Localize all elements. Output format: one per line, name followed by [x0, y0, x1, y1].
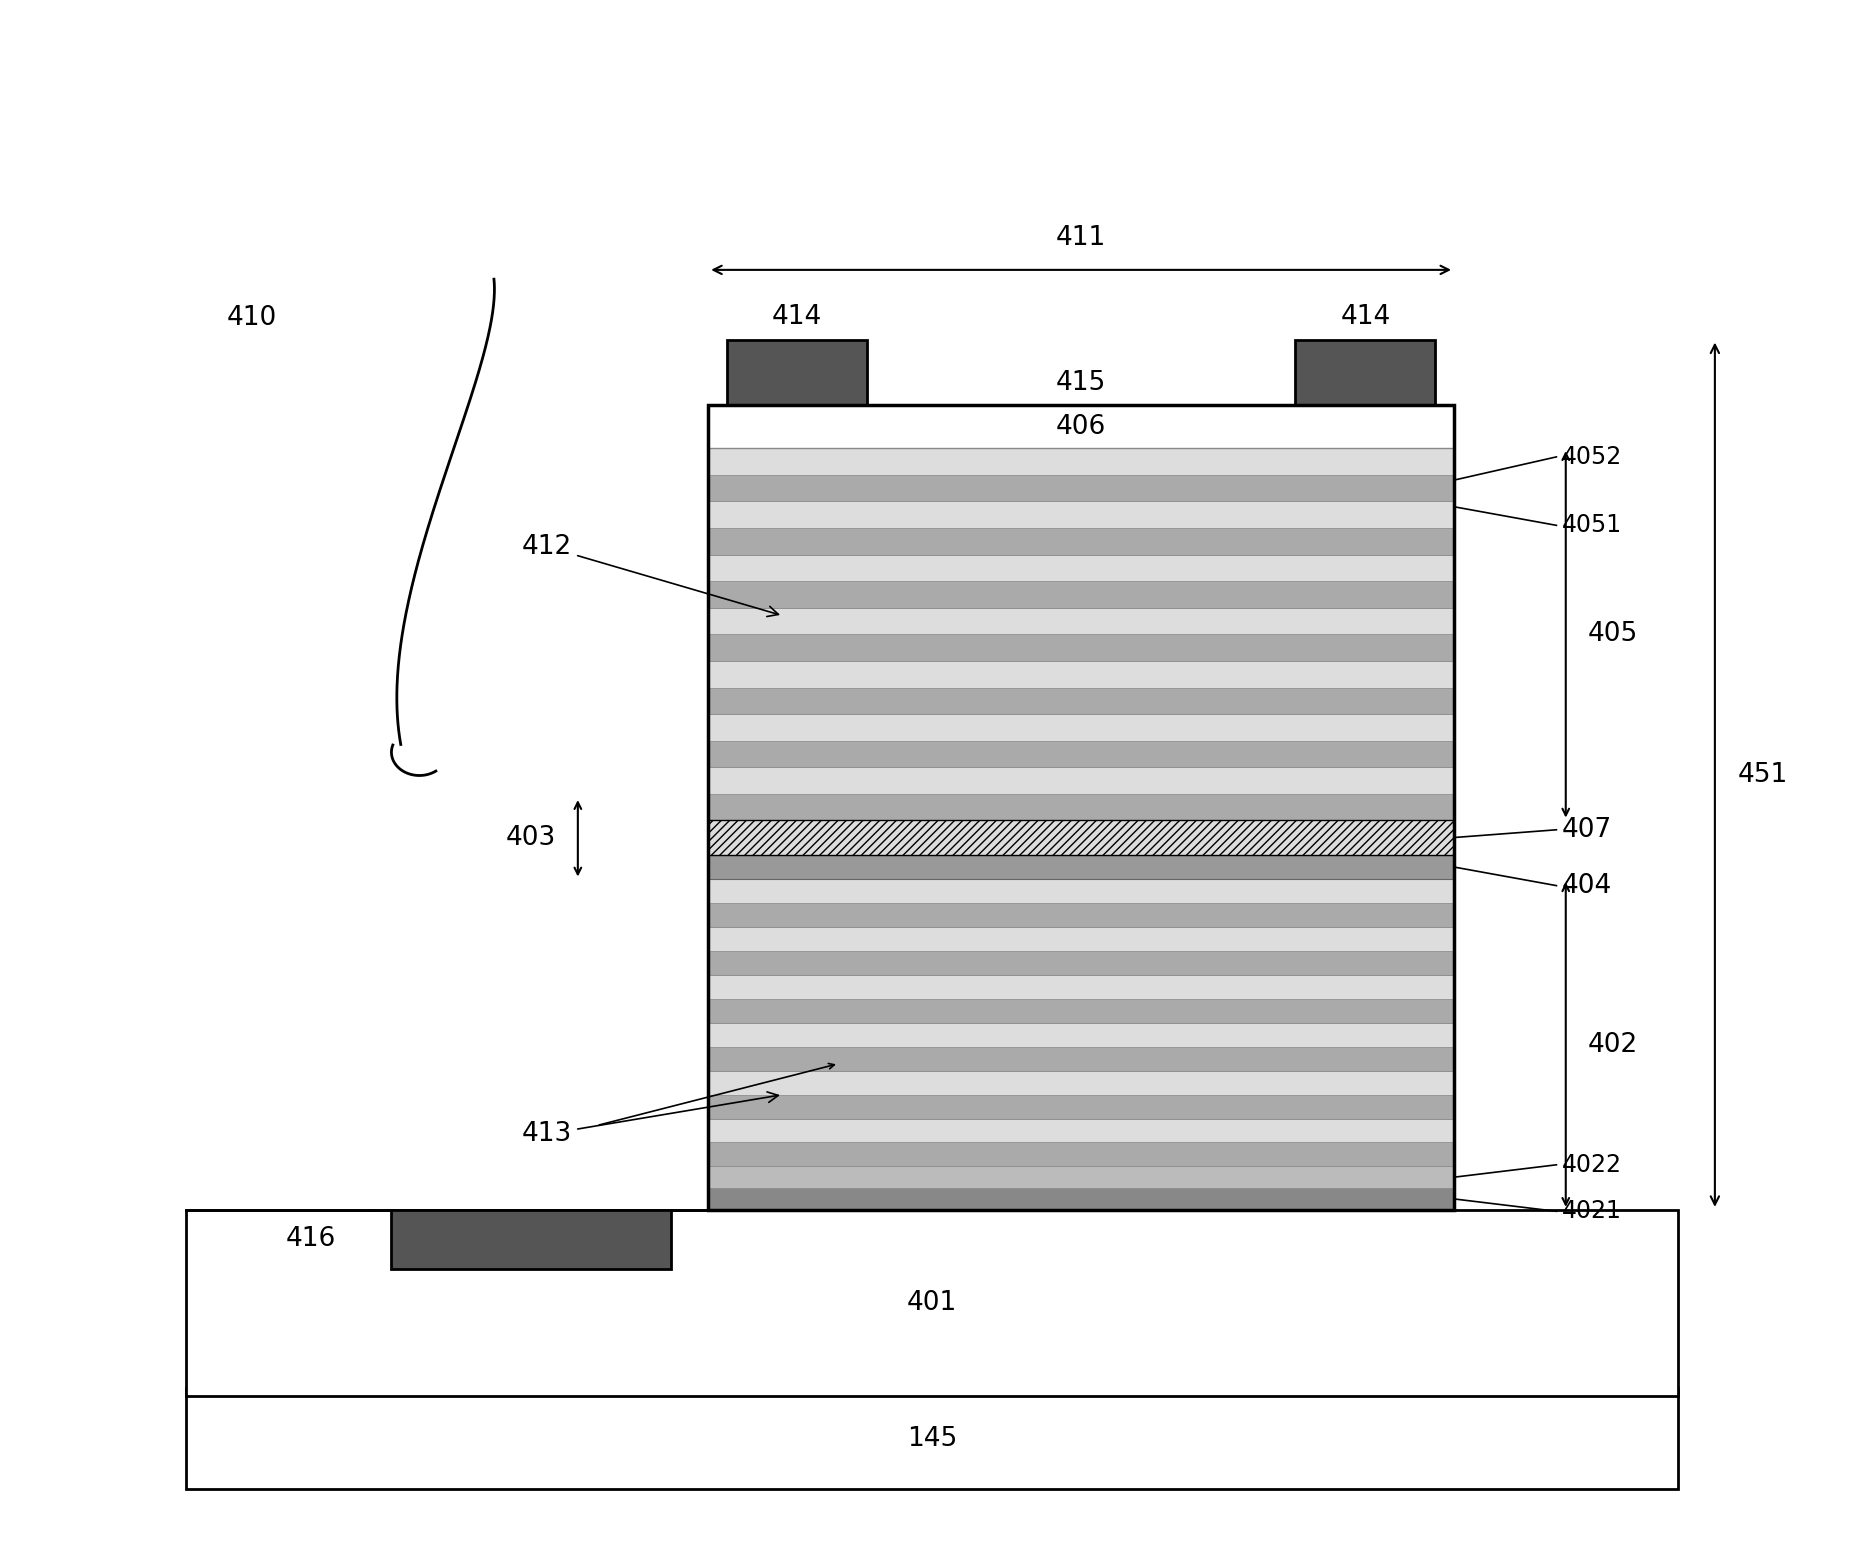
Bar: [708, 820, 1454, 855]
Bar: [708, 475, 1454, 501]
Bar: [708, 527, 1454, 555]
Bar: [708, 999, 1454, 1024]
Text: 410: 410: [227, 306, 276, 330]
Bar: [708, 634, 1454, 661]
Bar: [708, 501, 1454, 527]
Bar: [708, 1095, 1454, 1118]
Text: 411: 411: [1057, 225, 1105, 251]
Bar: [708, 1166, 1454, 1188]
Bar: [708, 1024, 1454, 1047]
Bar: [708, 405, 1454, 448]
Text: 413: 413: [522, 1092, 779, 1148]
Text: 412: 412: [522, 534, 779, 617]
Text: 403: 403: [505, 825, 555, 850]
Text: 4052: 4052: [1562, 445, 1622, 468]
Bar: [708, 794, 1454, 820]
Bar: [708, 661, 1454, 687]
Text: 405: 405: [1588, 622, 1638, 647]
Bar: [708, 927, 1454, 951]
Text: 404: 404: [1562, 873, 1612, 898]
Bar: [708, 768, 1454, 794]
Text: 414: 414: [772, 304, 822, 330]
Bar: [708, 879, 1454, 903]
Bar: [727, 340, 867, 405]
Bar: [708, 713, 1454, 741]
Text: 416: 416: [285, 1227, 336, 1252]
Text: 414: 414: [1340, 304, 1391, 330]
Bar: [708, 405, 1454, 1210]
Bar: [708, 1047, 1454, 1070]
Text: 4051: 4051: [1562, 513, 1622, 537]
Text: 406: 406: [1057, 414, 1105, 439]
Bar: [708, 687, 1454, 713]
Bar: [708, 1143, 1454, 1166]
Text: 145: 145: [908, 1425, 956, 1452]
Bar: [708, 1118, 1454, 1143]
Bar: [708, 1188, 1454, 1210]
Text: 402: 402: [1588, 1031, 1638, 1058]
Bar: [708, 1070, 1454, 1095]
Bar: [708, 608, 1454, 634]
Bar: [708, 741, 1454, 768]
Bar: [708, 976, 1454, 999]
Bar: [391, 1210, 671, 1269]
Bar: [708, 448, 1454, 475]
Bar: [708, 903, 1454, 927]
Text: 401: 401: [908, 1290, 956, 1315]
Bar: [708, 951, 1454, 976]
Bar: [708, 555, 1454, 582]
Bar: [186, 1210, 1678, 1396]
Text: 451: 451: [1737, 762, 1788, 788]
Bar: [186, 1388, 1678, 1489]
Text: 4022: 4022: [1562, 1152, 1622, 1177]
Bar: [708, 855, 1454, 879]
Bar: [1295, 340, 1435, 405]
Text: 4021: 4021: [1562, 1199, 1622, 1224]
Text: 415: 415: [1057, 369, 1105, 396]
Bar: [708, 582, 1454, 608]
Text: 407: 407: [1562, 817, 1612, 842]
